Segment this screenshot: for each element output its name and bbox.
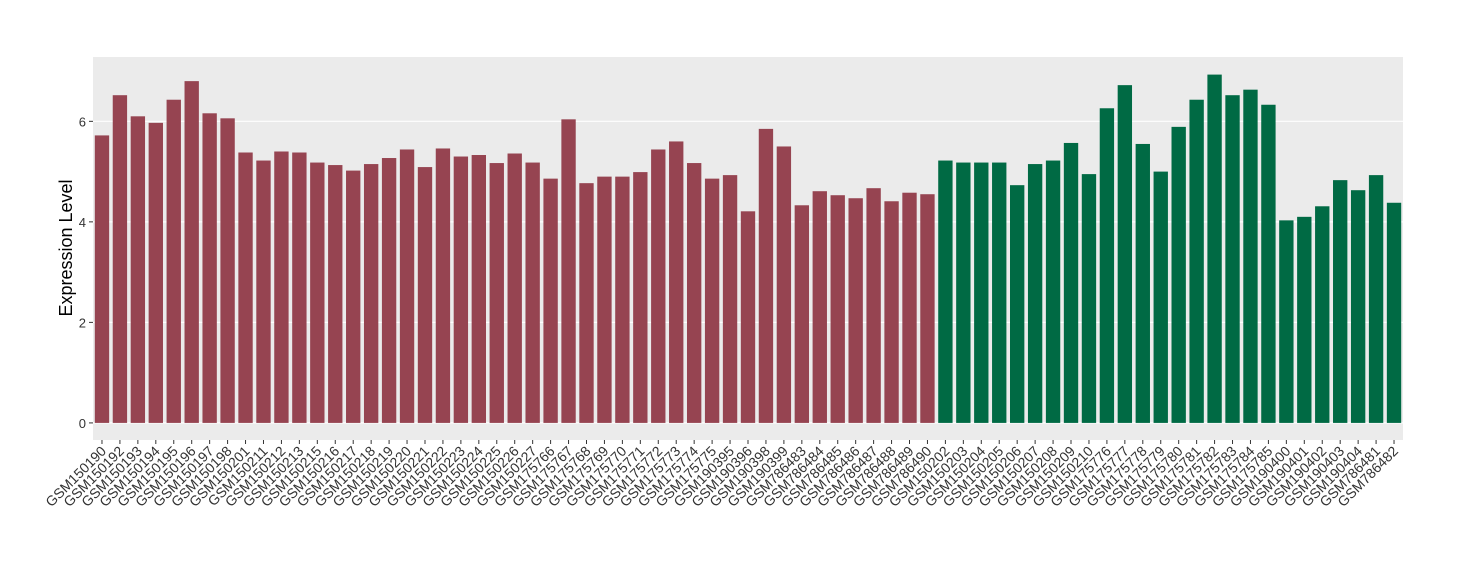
bar bbox=[363, 164, 379, 423]
bar bbox=[238, 152, 253, 423]
bar bbox=[812, 191, 827, 423]
bar bbox=[274, 151, 289, 423]
bar bbox=[1153, 171, 1168, 423]
bar bbox=[1010, 185, 1025, 423]
bar bbox=[686, 163, 702, 423]
y-tick-label: 6 bbox=[79, 114, 86, 129]
bar bbox=[453, 156, 469, 423]
bar bbox=[1099, 108, 1115, 423]
bar bbox=[417, 167, 433, 423]
bar bbox=[507, 153, 522, 423]
bar bbox=[651, 149, 666, 423]
bar bbox=[1350, 190, 1366, 423]
bar bbox=[1189, 99, 1204, 423]
bar bbox=[220, 118, 235, 423]
y-tick-label: 2 bbox=[79, 315, 86, 330]
bar bbox=[1045, 160, 1061, 423]
bar bbox=[579, 183, 594, 423]
bar bbox=[561, 119, 576, 423]
bar bbox=[94, 135, 110, 423]
bar bbox=[525, 162, 540, 423]
bar bbox=[758, 128, 774, 423]
bar bbox=[202, 113, 217, 423]
bar bbox=[435, 148, 451, 423]
bar bbox=[866, 188, 881, 423]
bar bbox=[256, 160, 271, 423]
bar bbox=[938, 160, 953, 423]
bar bbox=[346, 170, 361, 423]
bar bbox=[776, 146, 792, 423]
bar bbox=[1171, 126, 1186, 423]
bar bbox=[1225, 95, 1240, 423]
bar bbox=[112, 95, 128, 423]
bar bbox=[597, 176, 612, 423]
bar bbox=[1368, 175, 1384, 423]
bar bbox=[848, 198, 863, 423]
y-axis-label: Expression Level bbox=[56, 179, 76, 316]
bar bbox=[1333, 180, 1348, 423]
bar bbox=[740, 211, 756, 423]
bar bbox=[1315, 206, 1330, 423]
bar bbox=[328, 165, 343, 423]
bar bbox=[956, 162, 971, 423]
bar bbox=[471, 155, 486, 423]
bar bbox=[1135, 143, 1150, 423]
bar bbox=[310, 162, 325, 423]
y-tick-label: 0 bbox=[79, 416, 86, 431]
bar bbox=[722, 175, 738, 423]
bar bbox=[1386, 202, 1402, 423]
bar bbox=[399, 149, 415, 423]
bar bbox=[1081, 174, 1097, 423]
bar bbox=[794, 205, 810, 423]
y-tick-label: 4 bbox=[79, 215, 86, 230]
bar bbox=[130, 116, 146, 423]
bar bbox=[1117, 85, 1133, 423]
bar bbox=[920, 194, 935, 423]
bar bbox=[381, 158, 397, 423]
bar bbox=[992, 162, 1007, 423]
bar bbox=[1297, 216, 1312, 423]
bar bbox=[1279, 220, 1294, 423]
bar bbox=[543, 178, 558, 423]
bar bbox=[184, 81, 199, 423]
bar bbox=[1261, 104, 1276, 423]
bar bbox=[166, 99, 181, 423]
bar bbox=[669, 141, 684, 423]
bar bbox=[1063, 142, 1079, 423]
bar bbox=[148, 122, 163, 423]
bar bbox=[633, 172, 648, 423]
bar bbox=[974, 162, 989, 423]
bar bbox=[902, 192, 917, 423]
bar bbox=[1207, 74, 1222, 423]
bar bbox=[615, 176, 630, 423]
bar bbox=[1027, 164, 1043, 423]
bar bbox=[830, 195, 845, 423]
bar bbox=[704, 178, 720, 423]
bar bbox=[884, 201, 899, 423]
bar bbox=[1243, 89, 1258, 423]
bar bbox=[292, 152, 307, 423]
bar bbox=[489, 163, 504, 423]
